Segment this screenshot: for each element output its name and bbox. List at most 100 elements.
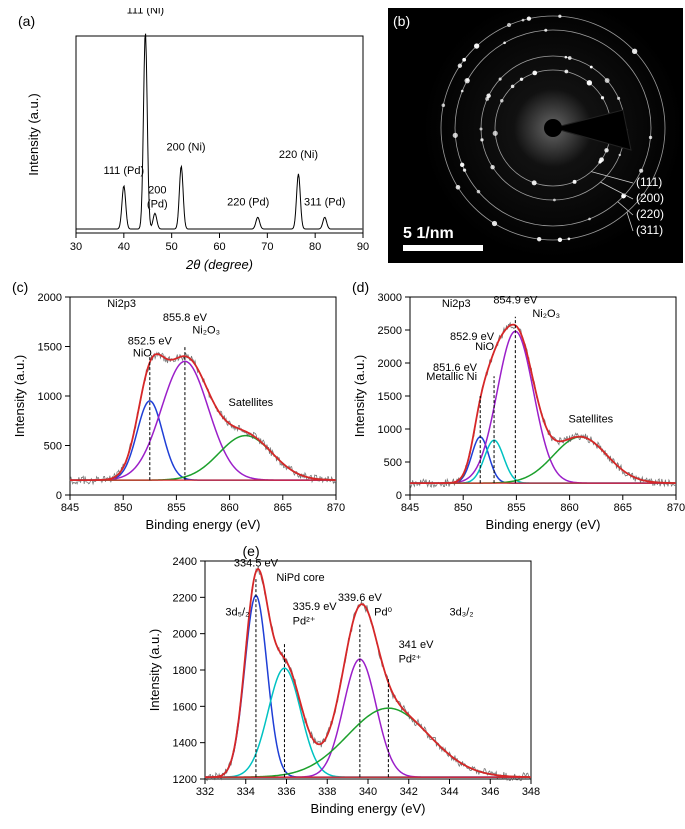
svg-text:334.5 eV: 334.5 eV [233, 557, 278, 569]
svg-text:845: 845 [401, 502, 419, 514]
svg-text:NiO: NiO [475, 341, 494, 353]
svg-text:334: 334 [236, 786, 254, 798]
svg-text:2400: 2400 [172, 556, 196, 568]
svg-text:Ni₂O₃: Ni₂O₃ [192, 325, 220, 337]
panel-c: (c) 845 850 855 860 865 870 0 500 1000 1500 2000 Bi… [8, 277, 348, 537]
svg-text:342: 342 [399, 786, 417, 798]
svg-text:311 (Pd): 311 (Pd) [304, 196, 345, 208]
svg-text:NiPd core: NiPd core [276, 572, 324, 584]
svg-text:870: 870 [327, 502, 345, 514]
svg-text:200: 200 [148, 185, 166, 197]
svg-text:2000: 2000 [38, 292, 62, 304]
svg-text:2θ (degree): 2θ (degree) [185, 257, 253, 272]
svg-text:70: 70 [261, 241, 273, 253]
svg-text:860: 860 [220, 502, 238, 514]
scale-bar: 5 1/nm [403, 225, 483, 251]
svg-text:339.6 eV: 339.6 eV [337, 592, 382, 604]
svg-text:3d₅/₂: 3d₅/₂ [225, 607, 249, 619]
svg-text:346: 346 [481, 786, 499, 798]
svg-text:Ni2p3: Ni2p3 [442, 298, 471, 310]
panel-a-label: (a) [18, 13, 35, 29]
svg-text:865: 865 [614, 502, 632, 514]
svg-text:60: 60 [213, 241, 225, 253]
svg-text:852.5 eV: 852.5 eV [128, 336, 173, 348]
svg-text:336: 336 [277, 786, 295, 798]
xrd-chart: 30405060708090111 (Pd)111 (Ni)200(Pd)200… [8, 8, 378, 273]
saed-image: 5 1/nm (111)(200)(220)(311) [388, 8, 683, 263]
svg-text:850: 850 [114, 502, 132, 514]
panel-b-label: (b) [393, 13, 410, 29]
svg-text:Intensity (a.u.): Intensity (a.u.) [12, 355, 27, 437]
svg-text:220 (Ni): 220 (Ni) [279, 149, 318, 161]
row-3: (e) 332334336338340342344346348120014001… [8, 541, 677, 821]
xps-d-chart: 8458508558608658700500100015002000250030… [348, 277, 685, 537]
panel-a: (a) 30405060708090111 (Pd)111 (Ni)200(Pd… [8, 8, 378, 273]
svg-text:338: 338 [318, 786, 336, 798]
svg-text:845: 845 [61, 502, 79, 514]
svg-text:Metallic Ni: Metallic Ni [426, 371, 477, 383]
svg-text:865: 865 [274, 502, 292, 514]
svg-text:(Pd): (Pd) [147, 198, 168, 210]
svg-text:340: 340 [358, 786, 376, 798]
svg-text:1000: 1000 [378, 424, 402, 436]
svg-text:90: 90 [357, 241, 369, 253]
panel-c-label: (c) [12, 279, 28, 295]
panel-d-label: (d) [352, 279, 369, 295]
svg-text:855.8 eV: 855.8 eV [163, 312, 208, 324]
svg-text:40: 40 [118, 241, 130, 253]
svg-text:Binding energy (eV): Binding energy (eV) [146, 517, 261, 532]
svg-text:Pd²⁺: Pd²⁺ [292, 616, 315, 628]
svg-text:0: 0 [56, 490, 62, 502]
svg-text:1000: 1000 [38, 391, 62, 403]
svg-text:220 (Pd): 220 (Pd) [227, 196, 269, 208]
row-2: (c) 845 850 855 860 865 870 0 500 1000 1500 2000 Bi… [8, 277, 677, 537]
svg-text:Intensity (a.u.): Intensity (a.u.) [147, 629, 162, 711]
svg-text:Binding energy (eV): Binding energy (eV) [310, 801, 425, 816]
svg-text:1400: 1400 [172, 738, 196, 750]
svg-text:Ni2p3: Ni2p3 [107, 298, 136, 310]
svg-text:Satellites: Satellites [229, 397, 274, 409]
xps-c-chart: 845 850 855 860 865 870 0 500 1000 1500 2000 Bindin… [8, 277, 348, 537]
svg-text:870: 870 [667, 502, 685, 514]
svg-text:Ni₂O₃: Ni₂O₃ [532, 308, 560, 320]
svg-text:1500: 1500 [378, 391, 402, 403]
svg-text:Intensity (a.u.): Intensity (a.u.) [26, 93, 41, 175]
svg-text:344: 344 [440, 786, 458, 798]
row-1: (a) 30405060708090111 (Pd)111 (Ni)200(Pd… [8, 8, 677, 273]
svg-text:2500: 2500 [378, 325, 402, 337]
svg-text:850: 850 [454, 502, 472, 514]
xps-e-chart: 3323343363383403423443463481200140016001… [143, 541, 543, 821]
svg-text:1600: 1600 [172, 701, 196, 713]
svg-text:NiO: NiO [133, 347, 152, 359]
svg-text:50: 50 [166, 241, 178, 253]
svg-text:2000: 2000 [172, 629, 196, 641]
svg-text:855: 855 [167, 502, 185, 514]
svg-text:200 (Ni): 200 (Ni) [166, 141, 205, 153]
svg-text:2000: 2000 [378, 358, 402, 370]
svg-text:500: 500 [44, 441, 62, 453]
svg-text:111 (Ni): 111 (Ni) [127, 8, 165, 16]
scale-text: 5 1/nm [403, 225, 483, 243]
svg-text:1500: 1500 [38, 342, 62, 354]
svg-text:80: 80 [309, 241, 321, 253]
panel-d: (d) 845850855860865870050010001500200025… [348, 277, 685, 537]
scale-bar-line [403, 245, 483, 251]
svg-text:335.9 eV: 335.9 eV [292, 601, 337, 613]
svg-text:341 eV: 341 eV [398, 639, 434, 651]
svg-text:2200: 2200 [172, 592, 196, 604]
svg-text:1800: 1800 [172, 665, 196, 677]
svg-text:3d₃/₂: 3d₃/₂ [449, 607, 473, 619]
svg-text:Satellites: Satellites [569, 413, 614, 425]
svg-text:Intensity (a.u.): Intensity (a.u.) [352, 355, 367, 437]
panel-e-label: (e) [243, 543, 260, 559]
panel-e: (e) 332334336338340342344346348120014001… [143, 541, 543, 821]
svg-text:Pd⁰: Pd⁰ [374, 607, 392, 619]
svg-text:332: 332 [195, 786, 213, 798]
svg-text:Pd²⁺: Pd²⁺ [398, 654, 421, 666]
panel-b: (b) 5 1/nm (111)(200)(220)(311) [378, 8, 683, 273]
svg-text:855: 855 [507, 502, 525, 514]
svg-text:860: 860 [560, 502, 578, 514]
svg-text:Binding energy (eV): Binding energy (eV) [486, 517, 601, 532]
svg-text:3000: 3000 [378, 292, 402, 304]
svg-text:111 (Pd): 111 (Pd) [104, 165, 145, 177]
